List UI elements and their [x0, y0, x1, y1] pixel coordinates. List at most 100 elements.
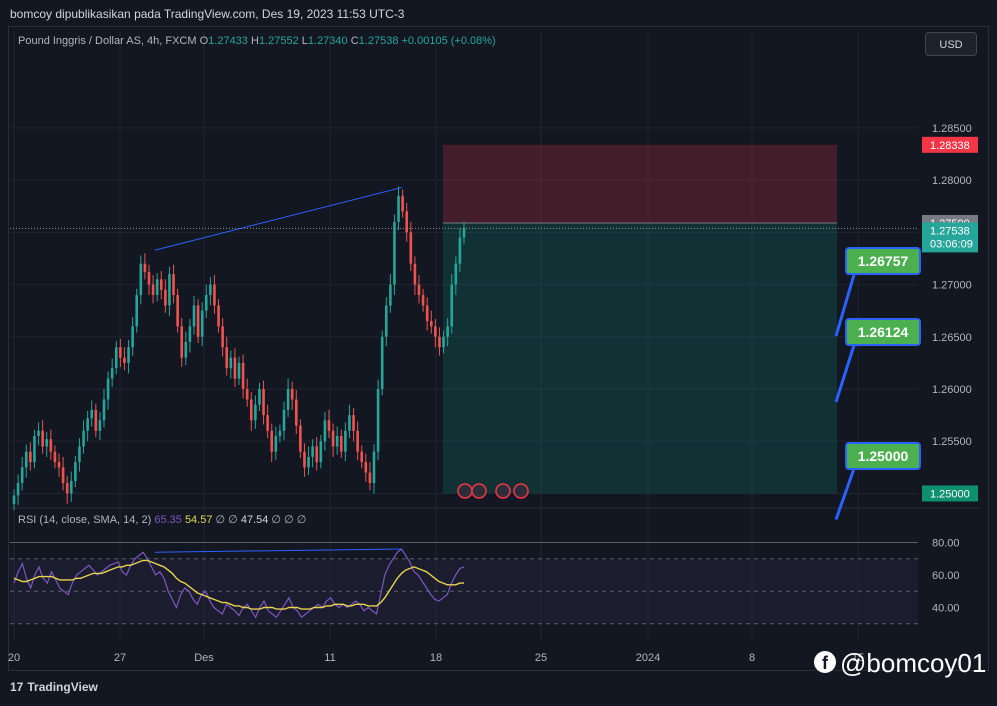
- candle-body: [245, 389, 249, 400]
- candle-body: [94, 409, 98, 431]
- stop-price-label: 1.28338: [930, 140, 970, 152]
- time-tick-label: 27: [114, 652, 126, 664]
- tp-callout-label: 1.25000: [858, 448, 909, 464]
- tp-callout-box: [845, 442, 921, 470]
- time-tick-label: 18: [430, 652, 442, 664]
- open-label: O: [199, 35, 209, 47]
- currency-button[interactable]: USD: [925, 32, 977, 56]
- author-handle: @bomcoy01: [840, 648, 987, 678]
- candle-body: [209, 284, 212, 296]
- rsi-label: RSI (14, close, SMA, 14, 2): [18, 514, 152, 526]
- author-watermark: f @bomcoy01: [814, 648, 986, 679]
- price-tick-label: 1.27000: [932, 280, 972, 292]
- candle-body: [258, 389, 261, 405]
- time-tick-label: 15: [852, 652, 864, 664]
- economic-event-marker: [495, 483, 511, 499]
- candle-body: [106, 378, 110, 400]
- candle-body: [147, 272, 151, 285]
- candle-body: [413, 263, 417, 285]
- candle-body: [98, 420, 102, 431]
- tp-callout-pointer: [834, 338, 858, 403]
- rsi-empty-1: ∅ ∅: [215, 514, 238, 526]
- candle-body: [135, 295, 139, 327]
- candle-body: [241, 362, 245, 390]
- candle-body: [429, 321, 433, 327]
- price-tick-label: 1.25500: [932, 436, 972, 448]
- time-tick-label: 20: [8, 652, 20, 664]
- time-tick-label: 11: [324, 652, 335, 664]
- symbol-legend: Pound Inggris / Dollar AS, 4h, FXCM O1.2…: [18, 35, 496, 47]
- candle-body: [86, 418, 89, 431]
- candle-body: [192, 305, 196, 327]
- candle-body: [180, 326, 184, 358]
- candle-body: [442, 336, 445, 348]
- candle-body: [237, 362, 241, 379]
- candle-body: [16, 483, 20, 496]
- candle-body: [290, 389, 294, 400]
- rsi-sma-line: [13, 559, 464, 610]
- rsi-tick-label: 40.00: [932, 603, 960, 615]
- close-label: C: [350, 35, 359, 47]
- tp-callout-box: [845, 318, 921, 346]
- rsi-sma-value: 54.57: [184, 514, 213, 526]
- candle-body: [368, 472, 372, 484]
- candle-body: [45, 439, 49, 447]
- tradingview-footer[interactable]: 17 TradingView: [10, 680, 98, 694]
- candle-body: [311, 446, 314, 457]
- rsi-band-fill: [10, 558, 918, 624]
- economic-event-marker: [471, 483, 487, 499]
- rsi-line: [13, 548, 465, 619]
- candle-body: [200, 310, 204, 337]
- economic-event-marker: [513, 483, 529, 499]
- candle-body: [417, 284, 421, 296]
- economic-event-marker: [457, 483, 473, 499]
- candle-body: [274, 436, 278, 452]
- candle-body: [286, 389, 290, 410]
- tp-callout-label: 1.26124: [858, 324, 909, 340]
- candle-body: [376, 389, 380, 452]
- candle-body: [327, 420, 331, 431]
- candle-body: [78, 446, 81, 463]
- candle-body: [438, 336, 441, 348]
- candle-body: [405, 211, 409, 233]
- candle-body: [172, 274, 175, 296]
- open-value: 1.27433: [208, 35, 248, 47]
- candle-body: [270, 430, 274, 452]
- candle-body: [65, 483, 69, 494]
- change-value: +0.00105 (+0.08%): [401, 35, 496, 47]
- candle-body: [37, 430, 40, 437]
- rsi-empty-2: ∅ ∅ ∅: [271, 514, 307, 526]
- tp-callout-label: 1.26757: [858, 253, 909, 269]
- low-label: L: [301, 35, 308, 47]
- candle-body: [389, 284, 392, 306]
- rsi-legend: RSI (14, close, SMA, 14, 2) 65.35 54.57 …: [18, 513, 306, 526]
- high-value: 1.27552: [258, 35, 299, 47]
- take-profit-zone: [443, 222, 837, 494]
- publish-header: bomcoy dipublikasikan pada TradingView.c…: [0, 0, 997, 28]
- price-tick-label: 1.26000: [932, 384, 972, 396]
- candle-body: [339, 436, 343, 452]
- candle-body: [225, 347, 229, 369]
- candle-body: [57, 462, 61, 468]
- time-tick-label: Des: [194, 652, 214, 664]
- candle-body: [421, 295, 425, 306]
- candle-body: [262, 389, 265, 416]
- stop-price-label-bg: [922, 136, 978, 153]
- price-tick-label: 1.28500: [932, 123, 972, 135]
- candle-body: [82, 430, 85, 447]
- candle-body: [434, 326, 437, 337]
- candle-body: [335, 436, 339, 447]
- candle-body: [49, 439, 53, 452]
- candle-body: [127, 347, 130, 363]
- candle-body: [110, 368, 114, 379]
- tradingview-logo-icon: 17: [10, 680, 24, 694]
- candle-body: [254, 404, 257, 421]
- tp-callout-box: [845, 247, 921, 275]
- candle-body: [114, 347, 118, 369]
- candle-body: [307, 456, 310, 468]
- tp-callout-pointer: [834, 267, 858, 337]
- candle-body: [458, 237, 462, 264]
- candle-body: [315, 446, 319, 463]
- candle-body: [217, 305, 220, 327]
